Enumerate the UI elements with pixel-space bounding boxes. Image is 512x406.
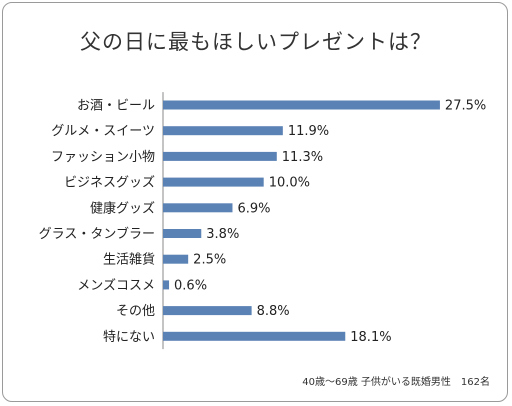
value-label: 18.1%	[350, 330, 391, 345]
category-label: メンズコスメ	[77, 277, 155, 293]
value-label: 6.9%	[237, 201, 270, 216]
category-label: 生活雑貨	[103, 252, 155, 268]
value-label: 2.5%	[193, 253, 226, 268]
value-label: 0.6%	[174, 278, 207, 293]
value-label: 11.9%	[288, 124, 329, 139]
bar	[163, 177, 264, 187]
category-label: グルメ・スイーツ	[51, 124, 155, 139]
bar	[163, 203, 233, 213]
category-label: お酒・ビール	[77, 99, 155, 114]
category-label: ファッション小物	[51, 150, 155, 165]
bar	[163, 100, 440, 110]
value-label: 11.3%	[282, 150, 323, 165]
chart-title: 父の日に最もほしいプレゼントは？	[80, 30, 432, 54]
category-label: グラス・タンブラー	[39, 226, 155, 242]
bar	[163, 280, 170, 290]
bar	[163, 126, 283, 136]
value-label: 8.8%	[257, 304, 290, 319]
bar	[163, 229, 202, 238]
value-label: 10.0%	[269, 176, 310, 191]
value-label: 3.8%	[206, 227, 239, 242]
sample-footnote: 40歳〜69歳 子供がいる既婚男性 162名	[302, 377, 490, 388]
bar	[163, 331, 346, 341]
category-label: 特にない	[103, 330, 155, 345]
bar	[163, 306, 252, 316]
bar	[163, 254, 189, 264]
bar	[163, 151, 277, 161]
category-label: ビジネスグッズ	[64, 175, 155, 191]
category-label: 健康グッズ	[90, 200, 155, 216]
value-label: 27.5%	[445, 99, 486, 114]
bars-group: お酒・ビール 27.5% グルメ・スイーツ 11.9% ファッション小物 11.3% ビジネ…	[39, 99, 487, 345]
category-label: その他	[116, 304, 155, 319]
